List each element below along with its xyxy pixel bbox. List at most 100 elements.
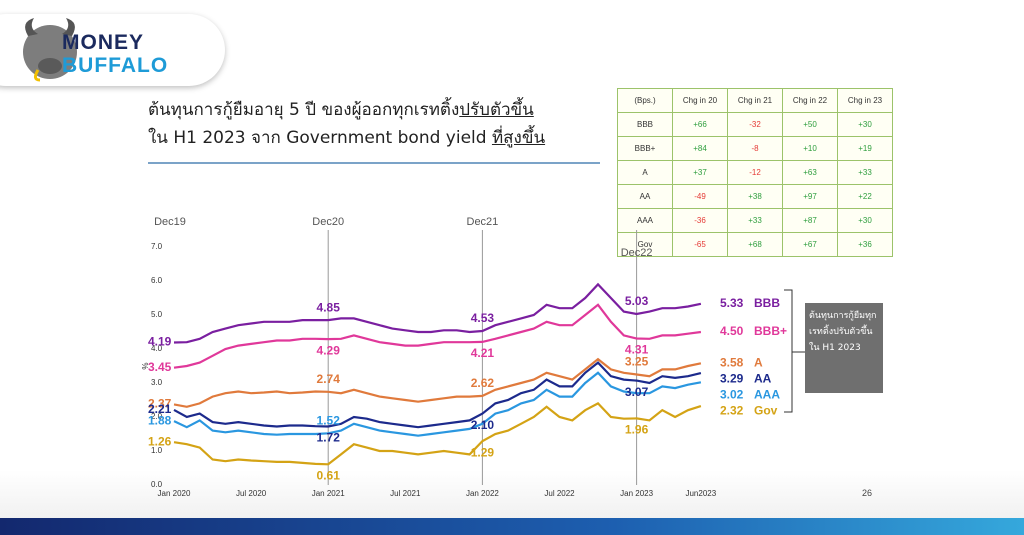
value-label: 4.29 (317, 343, 341, 357)
value-label: 4.53 (471, 311, 495, 325)
series-line (173, 361, 702, 429)
value-label: 1.26 (148, 434, 172, 448)
marker-label: Dec19 (154, 216, 186, 228)
table-cell: (Bps.) (617, 88, 673, 113)
series-line (173, 303, 702, 369)
y-tick-label: 4.0 (151, 344, 163, 353)
y-tick-label: 7.0 (151, 242, 163, 251)
end-value-label: 3.58 (720, 355, 744, 369)
end-value-label: 4.50 (720, 324, 744, 338)
marker-label: Dec20 (312, 216, 344, 228)
value-label: 4.31 (625, 343, 649, 357)
value-label: 3.07 (625, 385, 649, 399)
logo-text: BUFFALO (62, 54, 169, 77)
table-row: A +37 -12 +63 +33 (617, 160, 893, 185)
logo-icon (23, 18, 77, 82)
change-table: (Bps.) Chg in 20 Chg in 21 Chg in 22 Chg in … (617, 88, 893, 257)
legend-entry: AA (754, 371, 772, 385)
series-line (173, 357, 702, 408)
value-label: 3.25 (625, 355, 649, 369)
table-cell: Gov (617, 232, 673, 257)
table-row: Gov -65 +68 +67 +36 (617, 232, 893, 257)
table-cell: +87 (782, 208, 838, 233)
y-tick-label: 5.0 (151, 310, 163, 319)
page-number: 26 (862, 488, 873, 498)
value-label: 2.62 (471, 376, 495, 390)
footer-shade (0, 470, 1024, 518)
value-label: 2.10 (471, 418, 495, 432)
legend-entry: AAA (754, 387, 780, 401)
value-label: 2.37 (148, 397, 172, 411)
table-cell: -49 (672, 184, 728, 209)
table-row: (Bps.) Chg in 20 Chg in 21 Chg in 22 Chg in … (617, 88, 893, 113)
y-tick-label: 2.0 (151, 412, 163, 421)
end-value-label: 3.02 (720, 387, 744, 401)
x-tick-label: Jul 2021 (390, 489, 421, 498)
x-tick-label: Jul 2022 (544, 489, 575, 498)
heading-text: ต้นทุนการกู้ยืมอายุ 5 ปี ของผู้ออกทุกเรท… (148, 100, 460, 120)
end-value-label: 5.33 (720, 296, 744, 310)
footer-bar (0, 518, 1024, 535)
table-cell: +66 (672, 112, 728, 137)
table-row: AA -49 +38 +97 +22 (617, 184, 893, 209)
logo-text: MONEY (62, 31, 145, 54)
value-label: 1.72 (317, 431, 341, 445)
legend-entry: BBB (754, 296, 780, 310)
x-tick-label: Jan 2020 (158, 489, 191, 498)
heading-text: ใน H1 2023 จาก Government bond yield (148, 128, 492, 148)
table-cell: A (617, 160, 673, 185)
value-label: 3.45 (148, 360, 172, 374)
value-label: 0.61 (317, 468, 341, 482)
table-cell: Chg in 20 (672, 88, 728, 113)
value-label: 5.03 (625, 294, 649, 308)
table-cell: AA (617, 184, 673, 209)
heading-emphasis: ปรับตัวขึ้น (459, 100, 534, 120)
value-label: 4.19 (148, 335, 172, 349)
legend-entry: A (754, 355, 763, 369)
x-tick-label: Jan 2021 (312, 489, 345, 498)
table-cell: +67 (782, 232, 838, 257)
series-line (173, 282, 702, 344)
marker-label: Dec22 (621, 247, 653, 259)
value-label: 1.29 (471, 445, 495, 459)
x-tick-label: Jan 2022 (466, 489, 499, 498)
x-tick-label: Jan 2023 (620, 489, 653, 498)
x-tick-label: Jun2023 (685, 489, 716, 498)
end-value-label: 3.29 (720, 371, 744, 385)
table-cell: +68 (727, 232, 783, 257)
logo[interactable]: MONEY BUFFALO (0, 14, 225, 86)
y-tick-label: 6.0 (151, 276, 163, 285)
series-line (173, 402, 702, 466)
table-cell: +36 (837, 232, 893, 257)
table-cell: +84 (672, 136, 728, 161)
table-cell: +38 (727, 184, 783, 209)
marker-label: Dec21 (467, 216, 499, 228)
series-line (173, 371, 702, 437)
table-cell: +19 (837, 136, 893, 161)
y-tick-label: 1.0 (151, 446, 163, 455)
y-tick-label: 0.0 (151, 480, 163, 489)
value-label: 4.85 (317, 300, 341, 314)
value-label: 1.96 (625, 423, 649, 437)
legend-entry: BBB+ (754, 324, 787, 338)
value-label: 4.21 (471, 346, 495, 360)
y-axis-label: % (141, 362, 150, 369)
side-note: ต้นทุนการกู้ยืมทุกเรทติ้งปรับตัวขึ้นใน H… (805, 303, 883, 393)
x-tick-label: Jul 2020 (236, 489, 267, 498)
table-row: BBB+ +84 -8 +10 +19 (617, 136, 893, 161)
end-value-label: 2.32 (720, 403, 744, 417)
value-label: 2.21 (148, 402, 172, 416)
value-label: 2.74 (317, 372, 341, 386)
heading-emphasis: ที่สูงขึ้น (491, 128, 546, 148)
table-cell: -65 (672, 232, 728, 257)
value-label: 1.52 (317, 413, 341, 427)
y-tick-label: 3.0 (151, 378, 163, 387)
table-cell: +37 (672, 160, 728, 185)
value-label: 1.88 (148, 413, 172, 427)
table-cell: +30 (837, 112, 893, 137)
legend-entry: Gov (754, 403, 778, 417)
heading: ต้นทุนการกู้ยืมอายุ 5 ปี ของผู้ออกทุกเรท… (148, 96, 545, 152)
bracket (784, 289, 805, 413)
